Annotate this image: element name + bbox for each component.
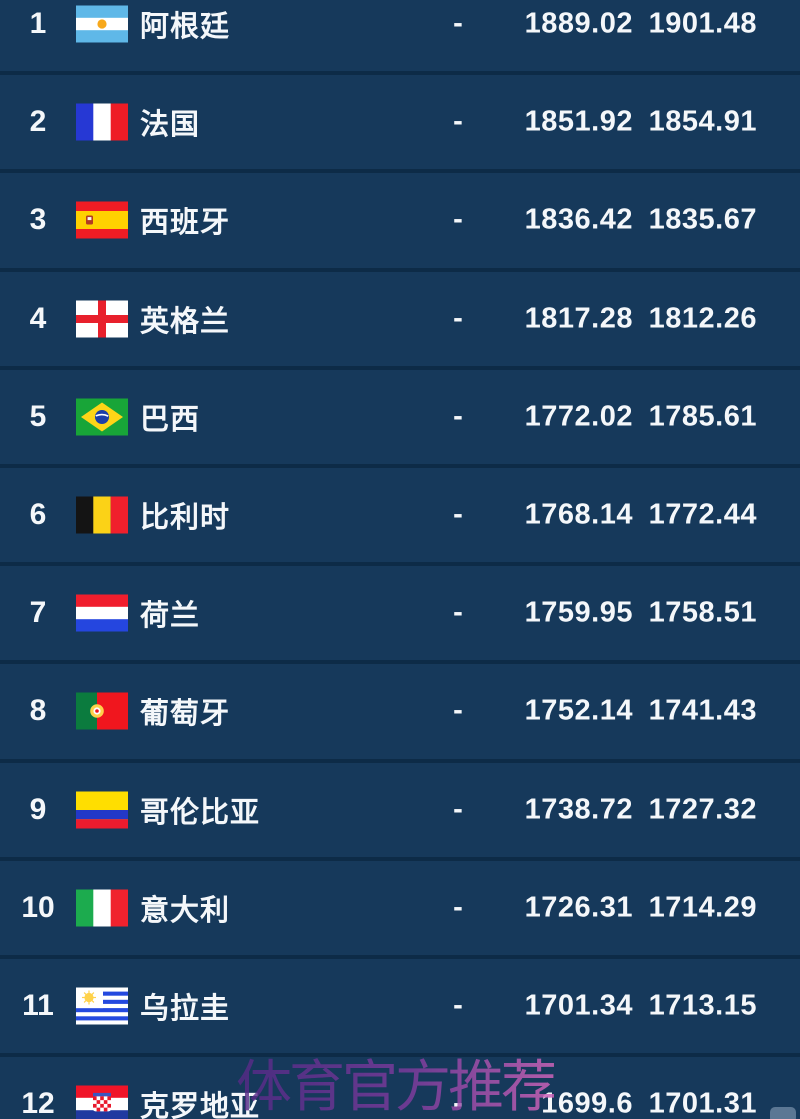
france-flag-icon — [76, 103, 128, 141]
team-name: 哥伦比亚 — [140, 796, 261, 829]
croatia-flag-icon — [76, 1085, 128, 1119]
points-previous: 1713.15 — [648, 989, 757, 1022]
team-name: 阿根廷 — [140, 11, 231, 44]
table-row[interactable]: 3 西班牙 - 1836.42 1835.67 — [0, 173, 800, 272]
points-current: 1701.34 — [524, 989, 633, 1022]
brazil-flag-icon — [76, 398, 128, 436]
movement-indicator: - — [453, 694, 463, 727]
team-name: 法国 — [140, 109, 201, 142]
points-current: 1768.14 — [524, 498, 633, 531]
points-previous: 1701.31 — [648, 1087, 757, 1119]
rank-label: 7 — [29, 596, 47, 630]
points-current: 1889.02 — [524, 7, 633, 40]
movement-indicator: - — [453, 596, 463, 629]
points-previous: 1854.91 — [648, 105, 757, 138]
points-current: 1759.95 — [524, 596, 633, 629]
movement-indicator: - — [438, 1088, 478, 1119]
movement-indicator: - — [453, 7, 463, 40]
rank-label: 9 — [29, 792, 47, 826]
rank-label: 4 — [29, 301, 47, 335]
points-current: 1851.92 — [524, 105, 633, 138]
watermark-text: 体育官方推荐 — [236, 1042, 557, 1119]
england-flag-icon — [76, 300, 128, 338]
points-current: 1817.28 — [524, 302, 633, 335]
table-row[interactable]: 2 法国 - 1851.92 1854.91 — [0, 75, 800, 174]
points-previous: 1741.43 — [648, 694, 757, 727]
uruguay-flag-icon — [76, 987, 128, 1025]
team-name: 西班牙 — [140, 207, 231, 240]
table-row[interactable]: 8 葡萄牙 - 1752.14 1741.43 — [0, 664, 800, 763]
table-row[interactable]: 4 英格兰 - 1817.28 1812.26 — [0, 272, 800, 370]
table-row[interactable]: 9 哥伦比亚 - 1738.72 1727.32 — [0, 763, 800, 861]
points-previous: 1714.29 — [648, 891, 757, 924]
points-previous: 1785.61 — [648, 400, 757, 433]
netherlands-flag-icon — [76, 594, 128, 632]
points-current: 1726.31 — [524, 891, 633, 924]
rank-label: 1 — [29, 7, 47, 41]
movement-indicator: - — [453, 105, 463, 138]
argentina-flag-icon — [76, 5, 128, 43]
points-current: 1772.02 — [524, 400, 633, 433]
rank-label: 2 — [29, 105, 47, 139]
corner-badge — [770, 1107, 796, 1119]
italy-flag-icon — [76, 889, 128, 927]
points-previous: 1835.67 — [648, 203, 757, 236]
points-current: 1738.72 — [524, 793, 633, 826]
team-name: 意大利 — [140, 894, 231, 927]
table-row[interactable]: 11 乌拉圭 - 1701.34 1713.15 — [0, 959, 800, 1058]
table-row[interactable]: 10 意大利 - 1726.31 1714.29 — [0, 861, 800, 959]
rank-label: 5 — [29, 399, 47, 433]
table-row[interactable]: 12 克罗地亚 - 1699.6 1701.31 — [0, 1057, 800, 1119]
points-current: 1752.14 — [524, 694, 633, 727]
movement-indicator: - — [453, 400, 463, 433]
team-name: 英格兰 — [140, 305, 231, 338]
team-name: 葡萄牙 — [140, 698, 231, 731]
belgium-flag-icon — [76, 496, 128, 534]
points-previous: 1727.32 — [648, 793, 757, 826]
movement-indicator: - — [453, 203, 463, 236]
points-current: 1836.42 — [524, 203, 633, 236]
team-name: 巴西 — [140, 403, 201, 436]
team-name: 克罗地亚 — [140, 1091, 261, 1119]
table-row[interactable]: 1 阿根廷 - 1889.02 1901.48 — [0, 0, 800, 76]
points-current: 1699.6 — [541, 1087, 633, 1119]
team-name: 乌拉圭 — [140, 992, 231, 1025]
rank-label: 6 — [29, 498, 47, 532]
spain-flag-icon — [76, 201, 128, 239]
points-previous: 1758.51 — [648, 596, 757, 629]
points-previous: 1901.48 — [648, 7, 757, 40]
movement-indicator: - — [453, 302, 463, 335]
movement-indicator: - — [453, 989, 463, 1022]
rank-label: 12 — [21, 1087, 55, 1119]
rank-label: 3 — [29, 203, 47, 237]
team-name: 荷兰 — [140, 600, 201, 633]
movement-indicator: - — [453, 891, 463, 924]
portugal-flag-icon — [76, 692, 128, 730]
colombia-flag-icon — [76, 791, 128, 829]
rank-label: 11 — [22, 988, 54, 1022]
rank-label: 10 — [21, 890, 55, 924]
movement-indicator: - — [453, 498, 463, 531]
movement-indicator: - — [453, 793, 463, 826]
table-row[interactable]: 5 巴西 - 1772.02 1785.61 — [0, 370, 800, 468]
rank-label: 8 — [29, 694, 47, 728]
table-row[interactable]: 6 比利时 - 1768.14 1772.44 — [0, 468, 800, 567]
points-previous: 1772.44 — [648, 498, 757, 531]
table-row[interactable]: 7 荷兰 - 1759.95 1758.51 — [0, 566, 800, 665]
points-previous: 1812.26 — [648, 302, 757, 335]
team-name: 比利时 — [140, 502, 231, 535]
